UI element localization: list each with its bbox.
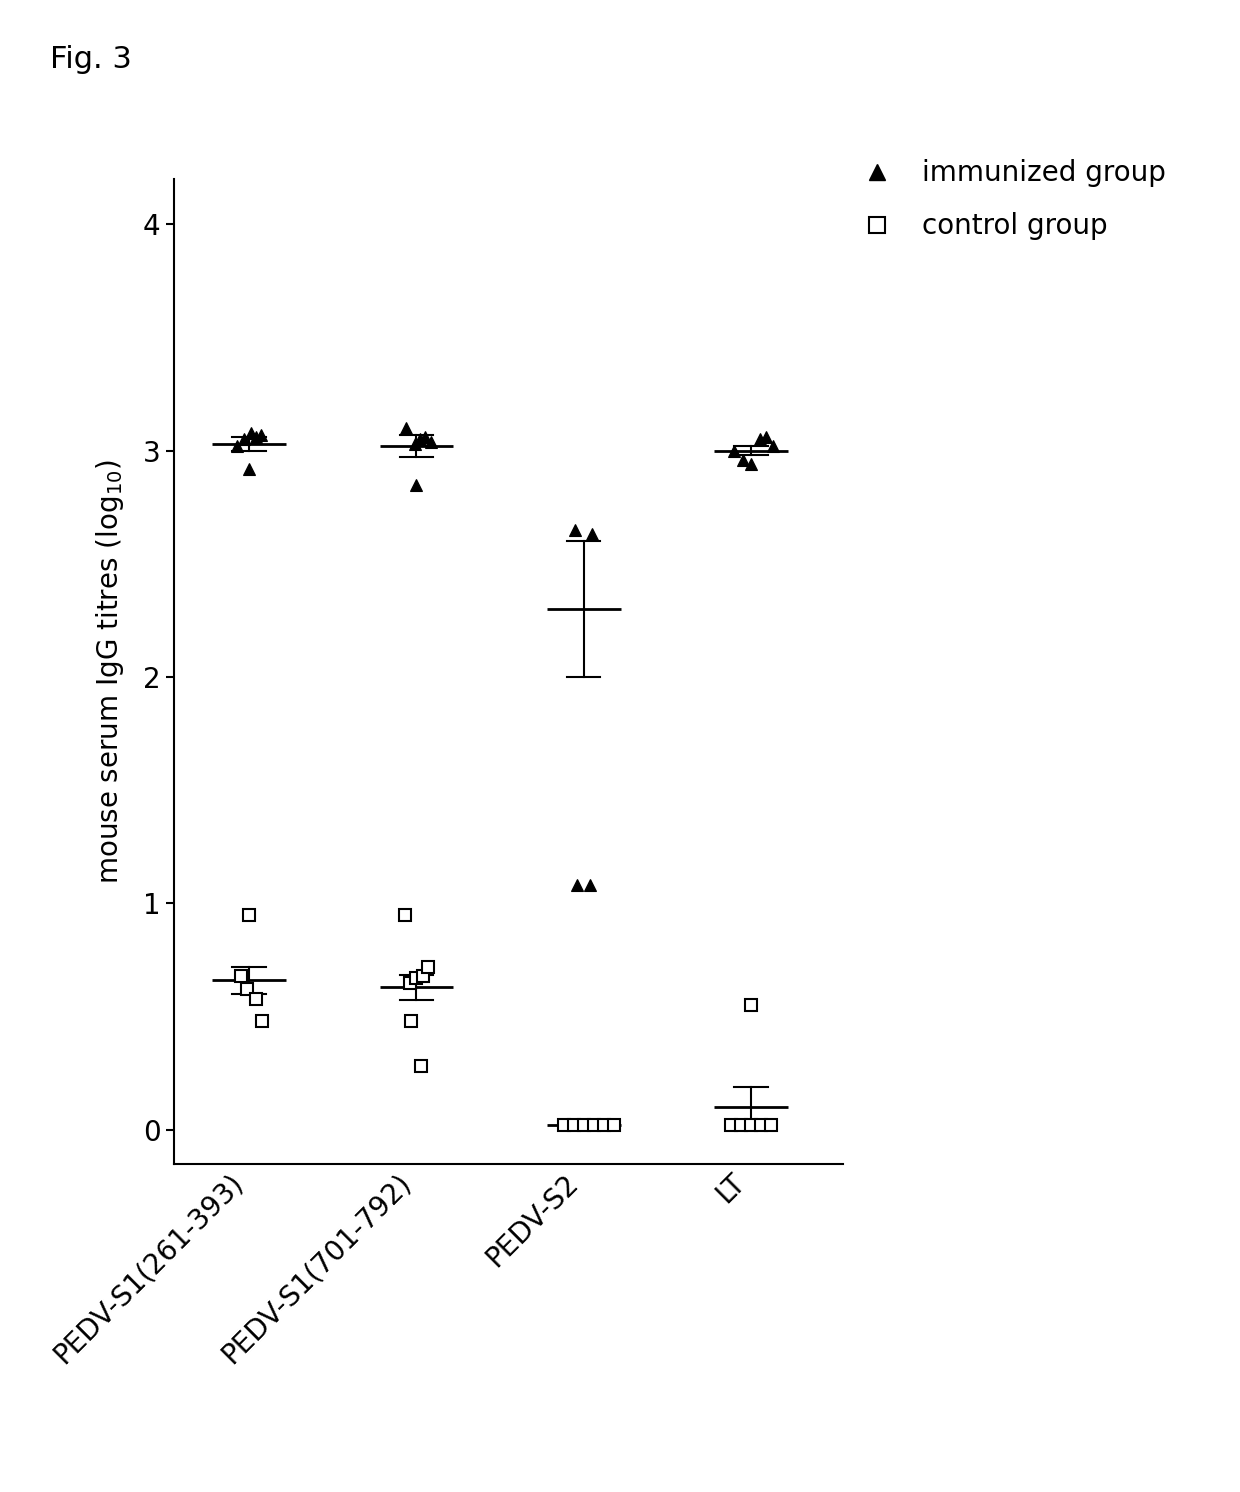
Text: Fig. 3: Fig. 3 <box>50 45 131 73</box>
Y-axis label: mouse serum IgG titres (log$_{10}$): mouse serum IgG titres (log$_{10}$) <box>94 460 126 883</box>
Legend: immunized group, control group: immunized group, control group <box>838 148 1177 251</box>
